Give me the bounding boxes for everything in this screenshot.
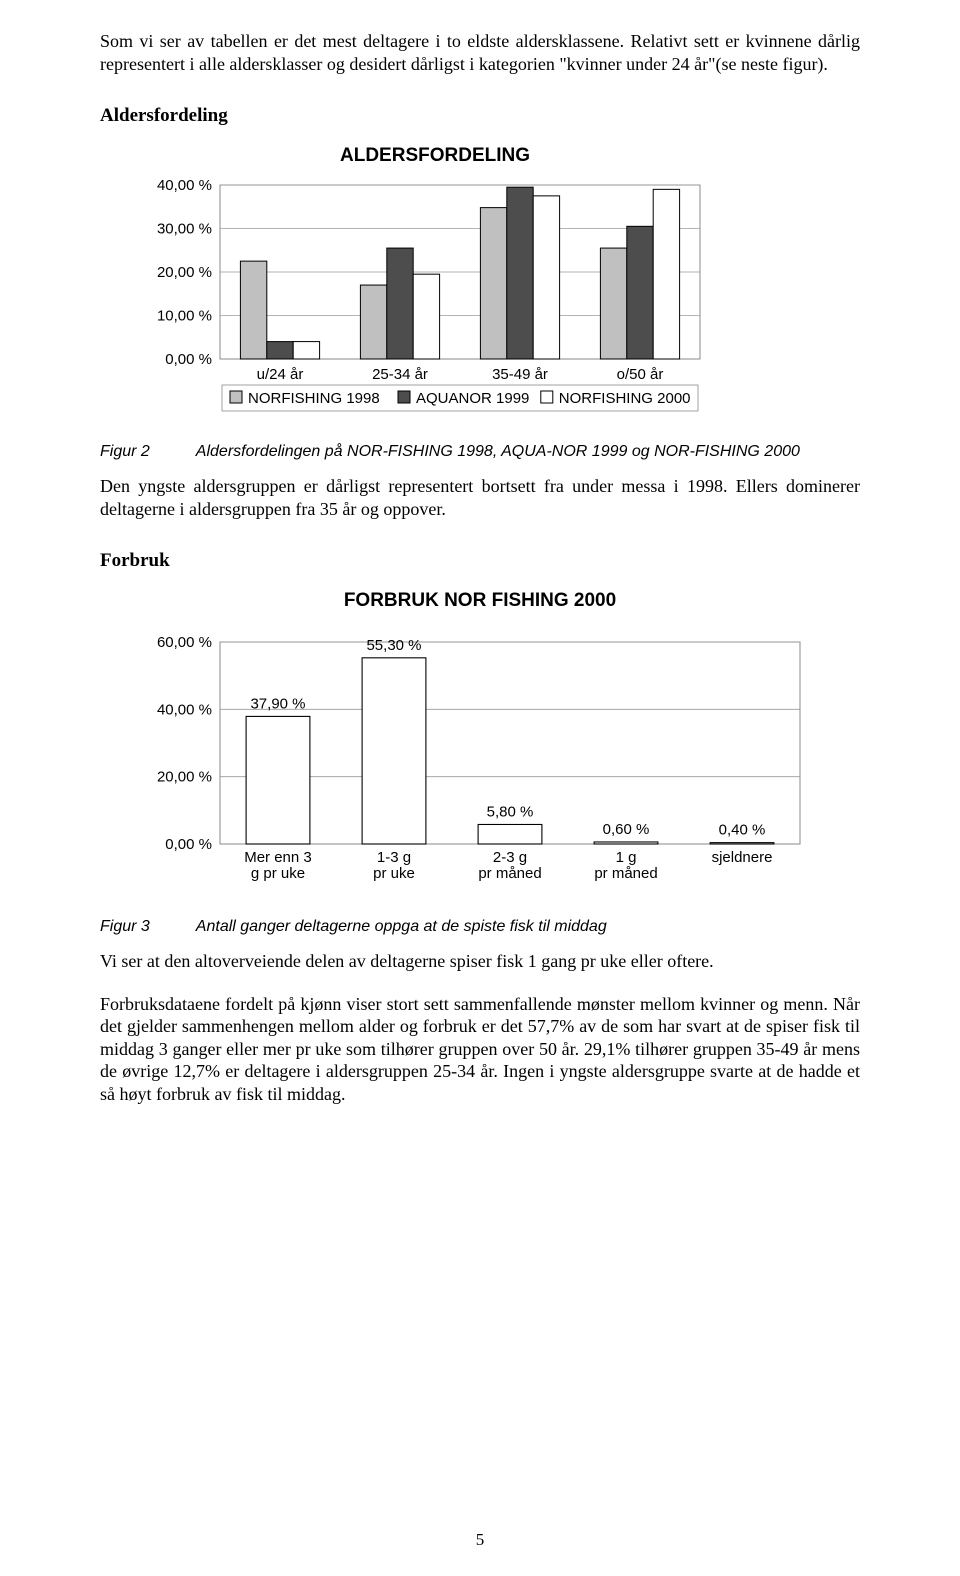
- section-heading-forbruk: Forbruk: [100, 550, 860, 572]
- svg-text:60,00 %: 60,00 %: [157, 634, 212, 651]
- paragraph-after-fig2: Den yngste aldersgruppen er dårligst rep…: [100, 475, 860, 520]
- svg-text:1-3 g: 1-3 g: [377, 849, 411, 866]
- svg-text:30,00 %: 30,00 %: [157, 221, 212, 238]
- svg-text:40,00 %: 40,00 %: [157, 701, 212, 718]
- svg-text:sjeldnere: sjeldnere: [712, 849, 773, 866]
- figure3-caption: Figur 3 Antall ganger deltagerne oppga a…: [100, 918, 860, 936]
- svg-text:0,60 %: 0,60 %: [603, 821, 650, 838]
- chart1-title: ALDERSFORDELING: [140, 145, 730, 167]
- svg-text:pr uke: pr uke: [373, 865, 415, 882]
- svg-text:1 g: 1 g: [616, 849, 637, 866]
- svg-text:2-3 g: 2-3 g: [493, 849, 527, 866]
- page-number: 5: [476, 1530, 485, 1550]
- svg-text:5,80 %: 5,80 %: [487, 803, 534, 820]
- figure2-text: Aldersfordelingen på NOR-FISHING 1998, A…: [196, 443, 860, 461]
- svg-text:25-34 år: 25-34 år: [372, 366, 428, 383]
- chart-aldersfordeling: ALDERSFORDELING 0,00 % 10,00 % 20,00 % 30,0…: [140, 145, 730, 429]
- svg-text:20,00 %: 20,00 %: [157, 769, 212, 786]
- svg-text:0,00 %: 0,00 %: [165, 836, 212, 853]
- svg-text:NORFISHING 1998: NORFISHING 1998: [248, 390, 380, 407]
- chart2-title: FORBRUK NOR FISHING 2000: [140, 590, 820, 612]
- svg-text:20,00 %: 20,00 %: [157, 264, 212, 281]
- svg-text:Mer enn 3: Mer enn 3: [244, 849, 312, 866]
- figure2-label: Figur 2: [100, 443, 150, 461]
- svg-text:10,00 %: 10,00 %: [157, 308, 212, 325]
- svg-text:u/24 år: u/24 år: [257, 366, 304, 383]
- svg-text:37,90 %: 37,90 %: [250, 695, 305, 712]
- svg-text:g pr uke: g pr uke: [251, 865, 305, 882]
- section-heading-aldersfordeling: Aldersfordeling: [100, 105, 860, 127]
- svg-text:pr måned: pr måned: [478, 865, 541, 882]
- paragraph-after-fig3-b: Forbruksdataene fordelt på kjønn viser s…: [100, 993, 860, 1106]
- chart-forbruk: FORBRUK NOR FISHING 2000 0,00 % 20,00 % 40…: [140, 590, 820, 904]
- intro-paragraph: Som vi ser av tabellen er det mest delta…: [100, 30, 860, 75]
- figure2-caption: Figur 2 Aldersfordelingen på NOR-FISHING…: [100, 443, 860, 461]
- paragraph-after-fig3-a: Vi ser at den altoverveiende delen av de…: [100, 950, 860, 973]
- svg-text:35-49 år: 35-49 år: [492, 366, 548, 383]
- svg-text:NORFISHING 2000: NORFISHING 2000: [559, 390, 691, 407]
- svg-text:o/50 år: o/50 år: [617, 366, 664, 383]
- figure3-text: Antall ganger deltagerne oppga at de spi…: [196, 918, 860, 936]
- chart2-svg: 0,00 % 20,00 % 40,00 % 60,00 % 37,90 % Mer en…: [140, 624, 820, 904]
- svg-text:AQUANOR 1999: AQUANOR 1999: [416, 390, 529, 407]
- svg-text:0,00 %: 0,00 %: [165, 351, 212, 368]
- svg-text:40,00 %: 40,00 %: [157, 179, 212, 194]
- chart1-svg: 0,00 % 10,00 % 20,00 % 30,00 % 40,00 % u/24 å…: [140, 179, 730, 429]
- svg-text:pr måned: pr måned: [594, 865, 657, 882]
- svg-text:55,30 %: 55,30 %: [366, 637, 421, 654]
- svg-text:0,40 %: 0,40 %: [719, 822, 766, 839]
- figure3-label: Figur 3: [100, 918, 150, 936]
